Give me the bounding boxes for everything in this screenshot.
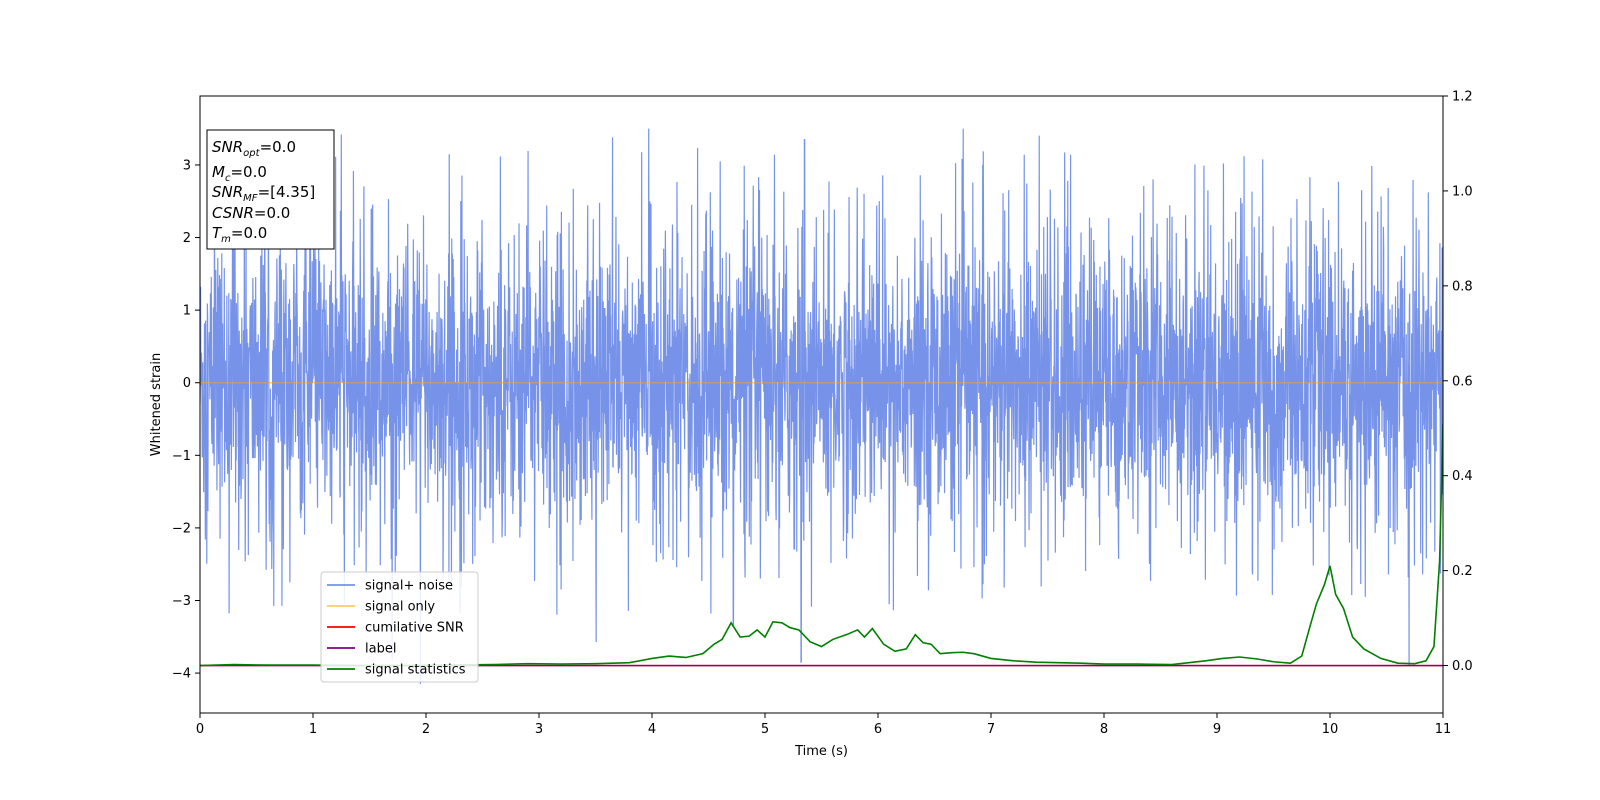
legend-frame	[320, 571, 479, 683]
y-left-tick-label: 0	[183, 376, 191, 391]
y-left-tick-label: −4	[172, 667, 191, 682]
x-tick-label: 1	[309, 722, 317, 737]
x-tick-label: 3	[535, 722, 543, 737]
y-left-tick-label: 2	[183, 231, 191, 246]
x-tick-label: 5	[761, 722, 769, 737]
x-tick-label: 10	[1322, 722, 1339, 737]
x-tick-label: 4	[648, 722, 656, 737]
info-box-line: Mc=0.0	[212, 163, 267, 184]
legend: signal+ noise signal only cumilative SNR la…	[320, 571, 479, 683]
y-right-tick-label: 0.4	[1452, 469, 1473, 484]
y-right-tick-label: 0.0	[1452, 659, 1473, 674]
x-axis-title: Time (s)	[794, 744, 848, 759]
y-right-tick-label: 0.6	[1452, 374, 1473, 389]
x-tick-label: 2	[422, 722, 430, 737]
legend-label-cumilative-snr: cumilative SNR	[365, 621, 464, 636]
y-left-tick-label: 1	[183, 304, 191, 319]
y-right-tick-label: 1.0	[1452, 184, 1473, 199]
x-tick-label: 7	[987, 722, 995, 737]
x-axis: 0 1 2 3 4 5 6 7 8 9 10 11	[196, 713, 1451, 737]
x-tick-label: 0	[196, 722, 204, 737]
y-right-tick-label: 1.2	[1452, 90, 1473, 105]
y-right-tick-label: 0.2	[1452, 564, 1473, 579]
y-axis-right: 0.0 0.2 0.4 0.6 0.8 1.0 1.2	[1443, 90, 1473, 674]
legend-label-signal-noise: signal+ noise	[365, 579, 453, 594]
y-left-tick-label: −1	[172, 449, 191, 464]
info-box-line: SNRopt=0.0	[212, 138, 296, 159]
legend-label-signal-statistics: signal statistics	[365, 663, 466, 678]
series-line-signal-noise	[200, 128, 1443, 684]
y-left-tick-label: −3	[172, 594, 191, 609]
plot-frame	[199, 95, 1444, 714]
x-tick-label: 9	[1213, 722, 1221, 737]
y-axis-left: −4 −3 −2 −1 0 1 2 3	[172, 158, 200, 682]
info-box-frame	[206, 129, 335, 250]
x-tick-label: 8	[1100, 722, 1108, 737]
y-left-tick-label: 3	[183, 158, 191, 173]
x-tick-label: 11	[1435, 722, 1452, 737]
y-axis-title: Whitened strain	[149, 353, 164, 456]
info-box-line: CSNR=0.0	[212, 204, 290, 222]
legend-label-label: label	[365, 642, 396, 657]
x-tick-label: 6	[874, 722, 882, 737]
y-right-tick-label: 0.8	[1452, 279, 1473, 294]
info-box-line: SNRMF=[4.35]	[212, 183, 315, 204]
info-box-line: Tm=0.0	[212, 224, 267, 245]
legend-label-signal-only: signal only	[365, 600, 435, 615]
y-left-tick-label: −2	[172, 521, 191, 536]
series-line-signal-statistics	[200, 423, 1443, 667]
